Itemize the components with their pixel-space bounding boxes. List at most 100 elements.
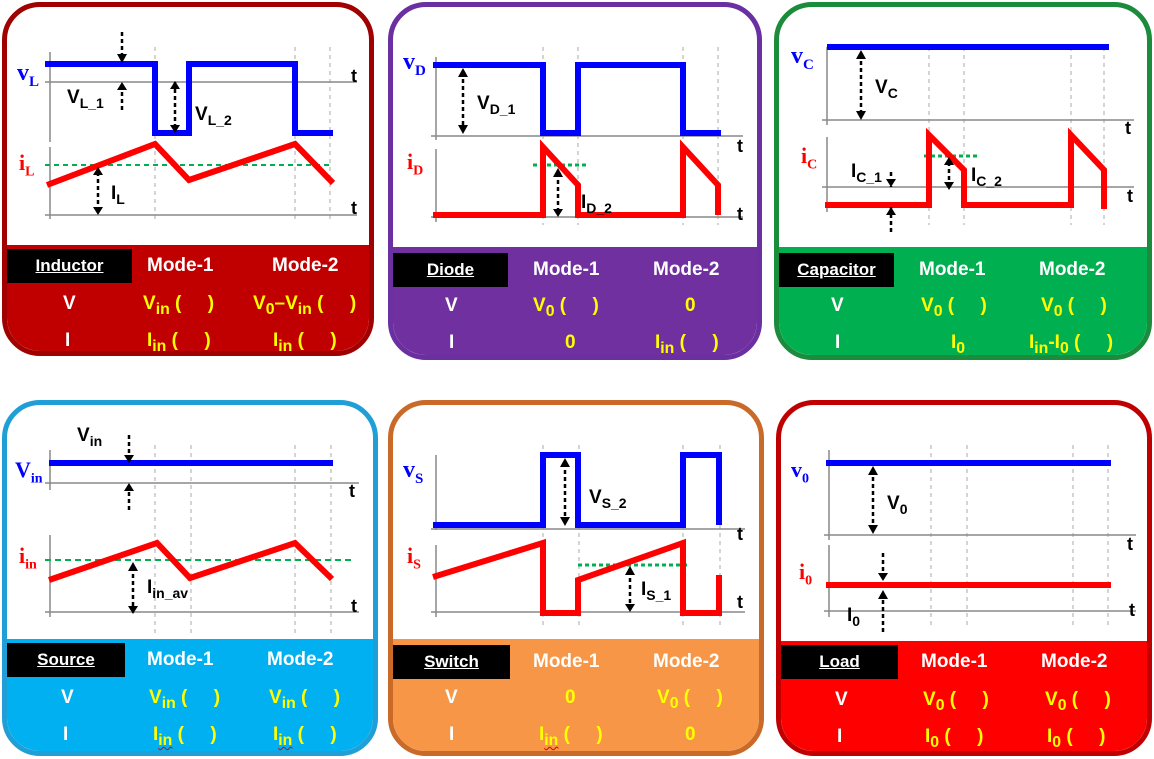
label-main: v [791, 43, 803, 69]
annot-main: V [887, 493, 900, 514]
annot-sub: L_2 [207, 111, 232, 128]
v-sub: 0 [265, 300, 275, 318]
diode-current-label: iD [407, 151, 423, 182]
v-sub: 0 [545, 302, 555, 320]
annot-main: I [851, 161, 857, 182]
i-main: I [1029, 332, 1035, 353]
i-main: I [153, 724, 159, 745]
label-sub: L [25, 164, 35, 180]
source-annot-vin: Vin [77, 425, 102, 452]
annot-main: V [875, 77, 888, 98]
v-sub2: in [297, 300, 312, 318]
i-sub: in [278, 337, 293, 355]
switch-table: Switch Mode-1 Mode-2 V I 0 V0 ( ) Iin ( … [393, 639, 759, 751]
i-sub: in [278, 731, 293, 749]
annot-main: I [581, 192, 587, 213]
i-sub: 0 [930, 733, 940, 751]
diode-mode1-header: Mode-1 [533, 259, 600, 280]
label-main: i [19, 543, 26, 568]
capacitor-axis-t2: t [1127, 186, 1133, 206]
annot-sub: C_1 [856, 168, 882, 185]
i-tail: ( ) [172, 724, 217, 745]
label-sub: D [413, 163, 424, 179]
v-main: V [923, 689, 936, 710]
switch-current-trace [432, 538, 722, 616]
label-sub: C [807, 157, 818, 173]
capacitor-waveforms [822, 44, 1134, 235]
v-sub: 0 [1057, 696, 1067, 714]
source-voltage-label: Vin [15, 459, 43, 490]
annot-main: I [147, 577, 153, 598]
load-current-label: i0 [799, 561, 812, 592]
annot-main: I [641, 579, 647, 600]
annot-sub: 0 [899, 500, 908, 517]
i-tail: ( ) [166, 330, 211, 351]
switch-mode1-header: Mode-1 [533, 651, 600, 672]
capacitor-voltage-label: vC [791, 43, 814, 76]
i-tail: ( ) [292, 330, 337, 351]
v-sub: in [155, 300, 170, 318]
v-sub: in [161, 694, 176, 712]
v-sub: 0 [935, 696, 945, 714]
load-axis-t2: t [1129, 600, 1135, 620]
v-tail: ( ) [1066, 689, 1111, 710]
switch-axis-t1: t [737, 524, 743, 544]
switch-i-mode1: Iin ( ) [539, 724, 603, 751]
v-tail: ( ) [169, 293, 215, 314]
label-main: v [403, 49, 415, 75]
capacitor-panel: vC iC t t VC IC_1 IC_2 Capacitor Mode-1 … [774, 2, 1152, 360]
i-main: I [273, 724, 279, 745]
capacitor-row-i-label: I [835, 332, 841, 353]
diode-table: Diode Mode-1 Mode-2 V I V0 ( ) 0 0 Iin (… [393, 247, 757, 355]
i-main: I [539, 724, 545, 745]
switch-v-mode1: 0 [565, 687, 576, 708]
label-sub: C [803, 56, 814, 73]
v-sub: in [281, 694, 296, 712]
i-tail: -I [1048, 332, 1060, 353]
v-sub: 0 [933, 302, 943, 320]
inductor-current-label: iL [19, 152, 34, 183]
source-i-mode1: Iin ( ) [153, 724, 217, 751]
capacitor-table: Capacitor Mode-1 Mode-2 V I V0 ( ) V0 ( … [779, 247, 1147, 355]
switch-row-i-label: I [449, 724, 455, 745]
inductor-axis-t1: t [351, 66, 357, 86]
inductor-mode2-header: Mode-2 [272, 255, 339, 276]
label-main: v [791, 457, 802, 482]
i-tail: ( ) [558, 724, 603, 745]
inductor-current-trace [45, 140, 336, 188]
v-main: V [533, 295, 546, 316]
inductor-annot-vl1: VL_1 [67, 87, 104, 114]
load-title: Load [781, 645, 898, 679]
label-sub: in [25, 557, 37, 573]
annot-main: V [77, 425, 90, 446]
source-panel: Vin iin t t Vin Iin_av Source Mode-1 Mod… [2, 400, 378, 756]
inductor-annot-il: IL [111, 183, 125, 210]
switch-title: Switch [393, 645, 510, 679]
source-current-trace [48, 539, 335, 583]
annot-main: I [847, 605, 853, 626]
diode-row-i-label: I [449, 332, 455, 353]
annot-sub: in_av [152, 584, 189, 601]
switch-panel: vS iS t t VS_2 IS_1 Switch Mode-1 Mode-2… [388, 400, 764, 756]
annot-sub: L_1 [79, 94, 104, 111]
capacitor-mode1-header: Mode-1 [919, 259, 986, 280]
inductor-row-v-label: V [63, 293, 76, 314]
annot-sub: 0 [852, 612, 861, 629]
load-waveforms [824, 445, 1136, 633]
v-tail: ( ) [295, 687, 341, 708]
inductor-i-mode1: Iin ( ) [147, 330, 211, 355]
inductor-voltage-label: vL [17, 61, 39, 93]
annot-sub: C [887, 84, 898, 101]
load-v-mode2: V0 ( ) [1045, 689, 1111, 717]
i-sub: in [152, 337, 167, 355]
inductor-waveforms [45, 32, 357, 222]
v-main: V [1041, 295, 1054, 316]
load-annot-v0: V0 [887, 493, 907, 520]
source-mode1-header: Mode-1 [147, 649, 214, 670]
load-mode1-header: Mode-1 [921, 651, 988, 672]
diode-annot-vd1: VD_1 [477, 93, 515, 120]
source-row-v-label: V [61, 687, 74, 708]
capacitor-current-label: iC [801, 145, 817, 176]
switch-annot-vs2: VS_2 [589, 487, 627, 514]
load-voltage-label: v0 [791, 459, 809, 490]
